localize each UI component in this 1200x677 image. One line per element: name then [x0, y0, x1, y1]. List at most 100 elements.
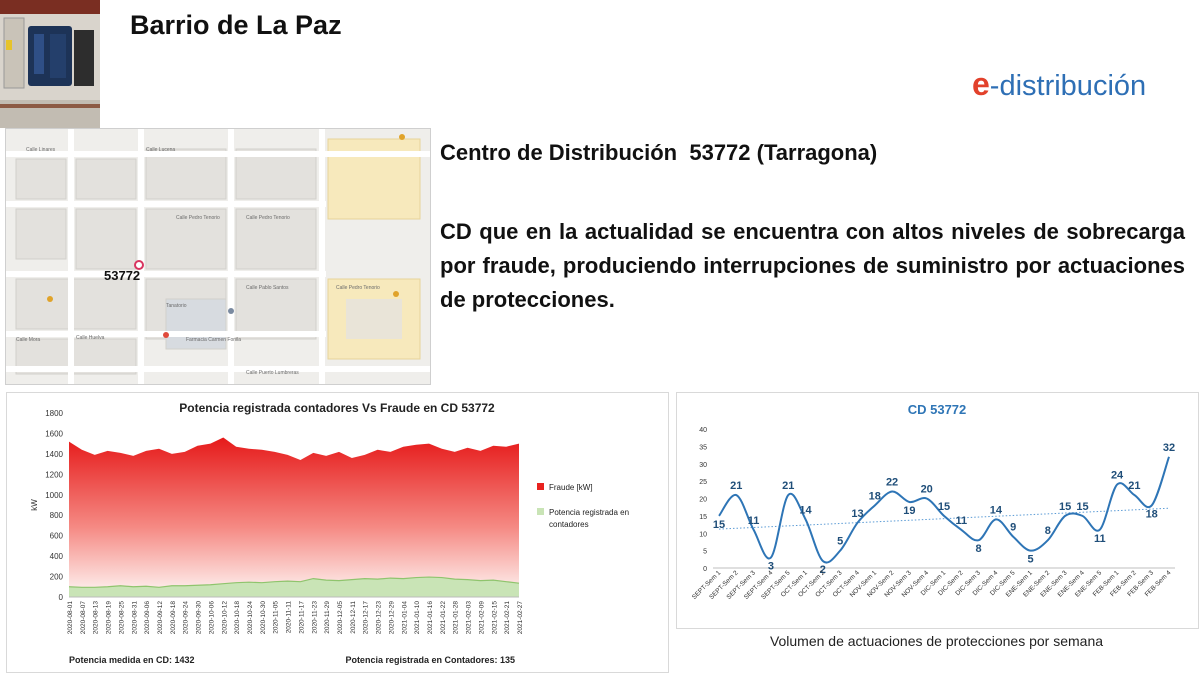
data-label: 15	[1076, 501, 1088, 513]
x-tick-label: 2020-10-24	[247, 601, 254, 635]
protections-series-line	[718, 456, 1170, 564]
street-label: Calle Pedro Tenorio	[336, 285, 380, 291]
y-tick-label: 35	[699, 444, 707, 451]
y-tick-label: 1000	[45, 491, 63, 500]
x-tick-label: 2020-08-31	[131, 601, 138, 635]
x-tick-label: 2021-02-15	[491, 601, 498, 635]
legend-swatch-meters	[537, 508, 544, 515]
y-tick-label: 1800	[45, 409, 63, 418]
y-tick-label: 0	[703, 566, 707, 573]
x-tick-label: 2020-09-12	[157, 601, 164, 635]
x-tick-label: 2020-08-25	[118, 601, 125, 635]
distribution-center-photo	[0, 0, 100, 128]
legend-meters: Potencia registrada en	[549, 508, 629, 517]
x-tick-label: 2021-02-21	[504, 601, 511, 635]
meter-power-line	[68, 576, 520, 588]
protections-line-chart: CD 5377205101520253035401521113211425131…	[691, 402, 1175, 601]
cd-location-marker-icon	[134, 260, 144, 270]
y-tick-label: 5	[703, 549, 707, 556]
street-label: Calle Pablo Santos	[246, 285, 289, 291]
fraud-area-chart: Potencia registrada contadores Vs Fraude…	[30, 401, 629, 665]
y-tick-label: 20	[699, 497, 707, 504]
center-description: CD que en la actualidad se encuentra con…	[440, 219, 1185, 312]
legend-swatch-fraud	[537, 483, 544, 490]
data-label: 15	[713, 519, 725, 531]
x-tick-label: 2020-12-11	[350, 601, 357, 634]
fraud-area-chart-panel: Potencia registrada contadores Vs Fraude…	[6, 392, 669, 673]
data-label: 14	[990, 504, 1003, 516]
logo-mark: e	[972, 66, 990, 102]
meter-power-area	[69, 577, 519, 597]
data-label: 11	[748, 515, 760, 527]
data-label: 15	[938, 501, 950, 513]
x-tick-label: 2021-02-09	[478, 601, 485, 635]
footer-cd-power: Potencia medida en CD: 1432	[69, 655, 195, 665]
street-label: Calle Mora	[16, 337, 40, 343]
legend-meters-2: contadores	[549, 520, 589, 529]
street-label: Calle Pedro Tenorio	[246, 215, 290, 221]
poi-label: Farmacia Carmen Fonila	[186, 337, 241, 343]
street-label: Calle Puerto Lumbreras	[246, 370, 299, 376]
data-label: 19	[903, 505, 915, 517]
data-label: 18	[869, 490, 881, 502]
y-tick-label: 30	[699, 462, 707, 469]
data-label: 11	[1094, 533, 1106, 545]
data-label: 15	[1059, 501, 1071, 513]
street-label: Calle Pedro Tenorio	[176, 215, 220, 221]
data-label: 20	[921, 484, 933, 496]
map-pin-icon	[47, 134, 405, 338]
x-tick-label: 2020-11-05	[273, 601, 280, 634]
x-tick-label: 2021-02-03	[466, 601, 473, 635]
x-tick-label: 2020-10-06	[208, 601, 215, 635]
y-tick-label: 40	[699, 427, 707, 434]
data-label: 3	[768, 561, 774, 573]
y-tick-label: 0	[59, 593, 64, 602]
data-label: 13	[851, 508, 863, 520]
x-tick-label: 2021-01-16	[427, 601, 434, 635]
y-tick-label: 10	[699, 531, 707, 538]
chart-title: CD 53772	[908, 402, 967, 417]
protections-line-chart-panel: CD 53772 0 5 10 15 20 25 30 35 40 15 21 11 3 21 14 2 5 13 1…	[676, 392, 1199, 629]
y-tick-label: 1200	[45, 470, 63, 479]
y-tick-label: 1400	[45, 450, 63, 459]
x-tick-label: 2021-01-10	[414, 601, 421, 635]
x-tick-label: 2020-09-30	[196, 601, 203, 635]
x-tick-label: 2020-09-06	[144, 601, 151, 635]
data-label: 5	[1027, 554, 1033, 566]
data-label: 24	[1111, 470, 1124, 482]
data-label: 2	[820, 564, 826, 576]
chart-title: Potencia registrada contadores Vs Fraude…	[179, 401, 495, 415]
x-tick-label: 2020-11-17	[298, 601, 305, 634]
x-tick-label: 2020-12-05	[337, 601, 344, 635]
street-label: Calle Huelva	[76, 335, 105, 341]
page-title: Barrio de La Paz	[130, 10, 342, 40]
x-tick-label: 2020-09-24	[183, 601, 190, 635]
x-tick-label: 2020-10-18	[234, 601, 241, 635]
line-chart-caption: Volumen de actuaciones de protecciones p…	[769, 633, 1104, 649]
data-label: 5	[837, 536, 843, 548]
data-label: 8	[1045, 525, 1051, 537]
logo-text: -distribución	[989, 70, 1147, 102]
x-tick-label: 2020-08-13	[93, 601, 100, 635]
y-tick-label: 1600	[45, 429, 63, 438]
street-label: Calle Linares	[26, 147, 56, 153]
data-label: 9	[1010, 522, 1016, 534]
x-tick-label: 2020-12-23	[376, 601, 383, 635]
x-tick-label: 2020-09-18	[170, 601, 177, 635]
data-label: 32	[1163, 442, 1175, 454]
data-label: 11	[955, 515, 967, 527]
fraud-area	[69, 437, 519, 588]
x-tick-label: 2021-01-28	[453, 601, 460, 635]
footer-meter-power: Potencia registrada en Contadores: 135	[345, 655, 515, 665]
x-tick-label: 2020-12-29	[388, 601, 395, 635]
legend-fraud: Fraude [kW]	[549, 483, 593, 492]
y-tick-label: 800	[50, 511, 64, 520]
x-tick-label: 2021-01-04	[401, 601, 408, 635]
data-label: 21	[782, 480, 794, 492]
x-tick-label: 2020-08-07	[80, 601, 87, 635]
street-label: Calle Lucena	[146, 147, 175, 153]
center-title: Centro de Distribución 53772 (Tarragona)	[440, 140, 878, 165]
y-tick-label: 600	[50, 532, 64, 541]
x-tick-label: 2020-11-29	[324, 601, 331, 634]
data-label: 21	[730, 480, 742, 492]
